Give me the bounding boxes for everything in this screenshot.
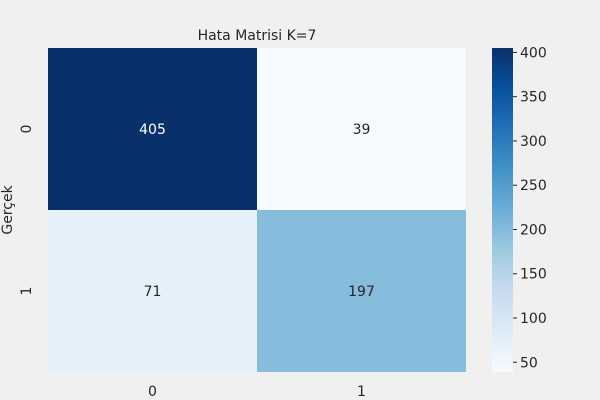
colorbar-tick-label-1: 100 bbox=[520, 311, 547, 327]
colorbar-tick-label-7: 400 bbox=[520, 45, 547, 61]
colorbar-tick-label-6: 350 bbox=[520, 90, 547, 106]
colorbar: 50 100 150 200 250 300 350 400 bbox=[492, 45, 547, 372]
colorbar-tick-label-5: 300 bbox=[520, 134, 547, 150]
colorbar-ticks: 50 100 150 200 250 300 350 400 bbox=[513, 45, 547, 371]
colorbar-tick-label-4: 250 bbox=[520, 178, 547, 194]
x-tick-label-0: 0 bbox=[148, 384, 157, 400]
colorbar-tick-label-2: 150 bbox=[520, 267, 547, 283]
heatmap-cell-1-0 bbox=[48, 210, 257, 372]
heatmap-cells bbox=[48, 48, 466, 372]
y-axis-ticks: 01 bbox=[19, 125, 35, 296]
y-tick-label-0: 0 bbox=[19, 125, 35, 134]
heatmap-cell-1-1 bbox=[257, 210, 466, 372]
colorbar-tick-label-3: 200 bbox=[520, 222, 547, 238]
heatmap-cell-0-1 bbox=[257, 48, 466, 210]
cell-value-label-1-0: 71 bbox=[144, 284, 162, 300]
colorbar-tick-label-0: 50 bbox=[520, 355, 538, 371]
cell-value-label-1-1: 197 bbox=[348, 284, 375, 300]
y-axis-label: Gerçek bbox=[0, 184, 16, 234]
y-tick-label-1: 1 bbox=[19, 287, 35, 296]
heatmap-cell-labels: 405 39 71 197 bbox=[139, 122, 375, 300]
chart-title: Hata Matrisi K=7 bbox=[198, 28, 317, 44]
cell-value-label-0-0: 405 bbox=[139, 122, 166, 138]
colorbar-gradient bbox=[492, 48, 513, 372]
x-tick-label-1: 1 bbox=[357, 384, 366, 400]
heatmap-cell-0-0 bbox=[48, 48, 257, 210]
cell-value-label-0-1: 39 bbox=[353, 122, 371, 138]
